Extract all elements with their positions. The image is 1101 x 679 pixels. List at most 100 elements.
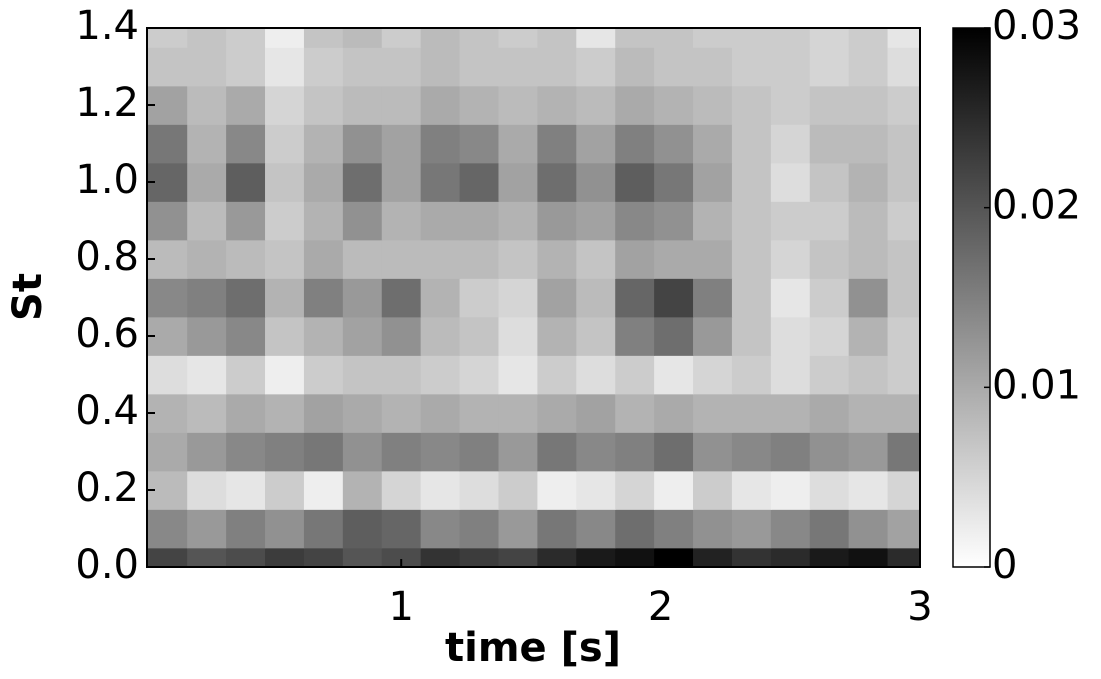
contour-cell [381,316,422,356]
contour-cell [654,47,694,87]
y-axis-label: St [5,273,51,321]
contour-cell [887,355,921,395]
contour-cell [342,239,383,279]
contour-cell [654,432,694,472]
contour-cell [576,124,616,164]
contour-cell [731,509,772,549]
contour-cell [848,239,889,279]
contour-cell [226,316,266,356]
contour-cell [459,47,500,87]
colorbar-tick-label: 0.02 [992,183,1081,229]
contour-cell [615,278,655,318]
contour-cell [147,124,188,164]
contour-cell [498,432,538,472]
contour-cell [147,201,188,241]
contour-cell [848,28,889,48]
contour-cell [770,28,811,48]
contour-cell [770,239,811,279]
contour-cell [459,162,500,202]
contour-cell [615,47,655,87]
contour-cell [537,47,577,87]
contour-cell [342,162,383,202]
contour-cell [693,85,733,125]
contour-cell [770,470,811,510]
contour-cell [615,316,655,356]
y-tick-label: 0.8 [75,234,139,280]
contour-cell [459,85,500,125]
contour-cell [615,85,655,125]
contour-cell [887,124,921,164]
contour-cell [693,28,733,48]
contour-cell [420,547,461,568]
contour-cell [693,47,733,87]
contour-cell [693,316,733,356]
contour-cell [265,47,305,87]
contour-cell [147,47,188,87]
contour-cell [498,47,538,87]
contour-cell [770,201,811,241]
contour-cell [770,278,811,318]
contour-cell [226,278,266,318]
contour-cell [887,239,921,279]
contour-cell [537,432,577,472]
contour-cell [848,47,889,87]
contour-cell [381,547,422,568]
contour-cell [303,28,344,48]
contour-cell [381,201,422,241]
contour-cell [809,470,850,510]
contour-cell [770,316,811,356]
contour-cell [537,201,577,241]
contour-cell [265,124,305,164]
contour-cell [654,316,694,356]
contour-cell [537,316,577,356]
contour-cell [342,316,383,356]
contour-cell [770,124,811,164]
contour-cell [303,124,344,164]
contour-cell [381,470,422,510]
contour-cell [654,124,694,164]
contour-cell [654,201,694,241]
contour-cell [187,509,227,549]
contour-cell [576,85,616,125]
contour-cell [498,470,538,510]
contour-cell [537,85,577,125]
contour-cell [848,278,889,318]
contour-cell [693,124,733,164]
contour-cell [887,278,921,318]
contour-cell [342,509,383,549]
contour-cell [887,201,921,241]
contour-cell [576,28,616,48]
contour-cell [693,239,733,279]
contour-cell [887,509,921,549]
contour-cell [615,393,655,433]
contour-cell [848,355,889,395]
contour-cell [459,124,500,164]
contour-cell [226,355,266,395]
contour-cell [265,509,305,549]
contour-cell [498,239,538,279]
contour-cell [342,124,383,164]
contour-cell [381,124,422,164]
contour-cell [226,162,266,202]
colorbar-tick-label: 0 [992,542,1017,588]
contour-cell [887,393,921,433]
contour-cell [303,47,344,87]
contour-cell [226,470,266,510]
contour-cell [265,162,305,202]
contour-cell [147,278,188,318]
contour-cell [226,47,266,87]
contour-cell [265,85,305,125]
contour-cell [576,547,616,568]
contour-cell [303,393,344,433]
contour-cell [693,278,733,318]
contour-cell [693,470,733,510]
contour-cell [265,470,305,510]
y-tick-label: 0.2 [75,465,139,511]
contour-cell [187,355,227,395]
contour-field [147,28,921,568]
contour-cell [731,201,772,241]
contour-cell [693,509,733,549]
contour-cell [693,393,733,433]
contour-cell [420,509,461,549]
contour-cell [187,547,227,568]
